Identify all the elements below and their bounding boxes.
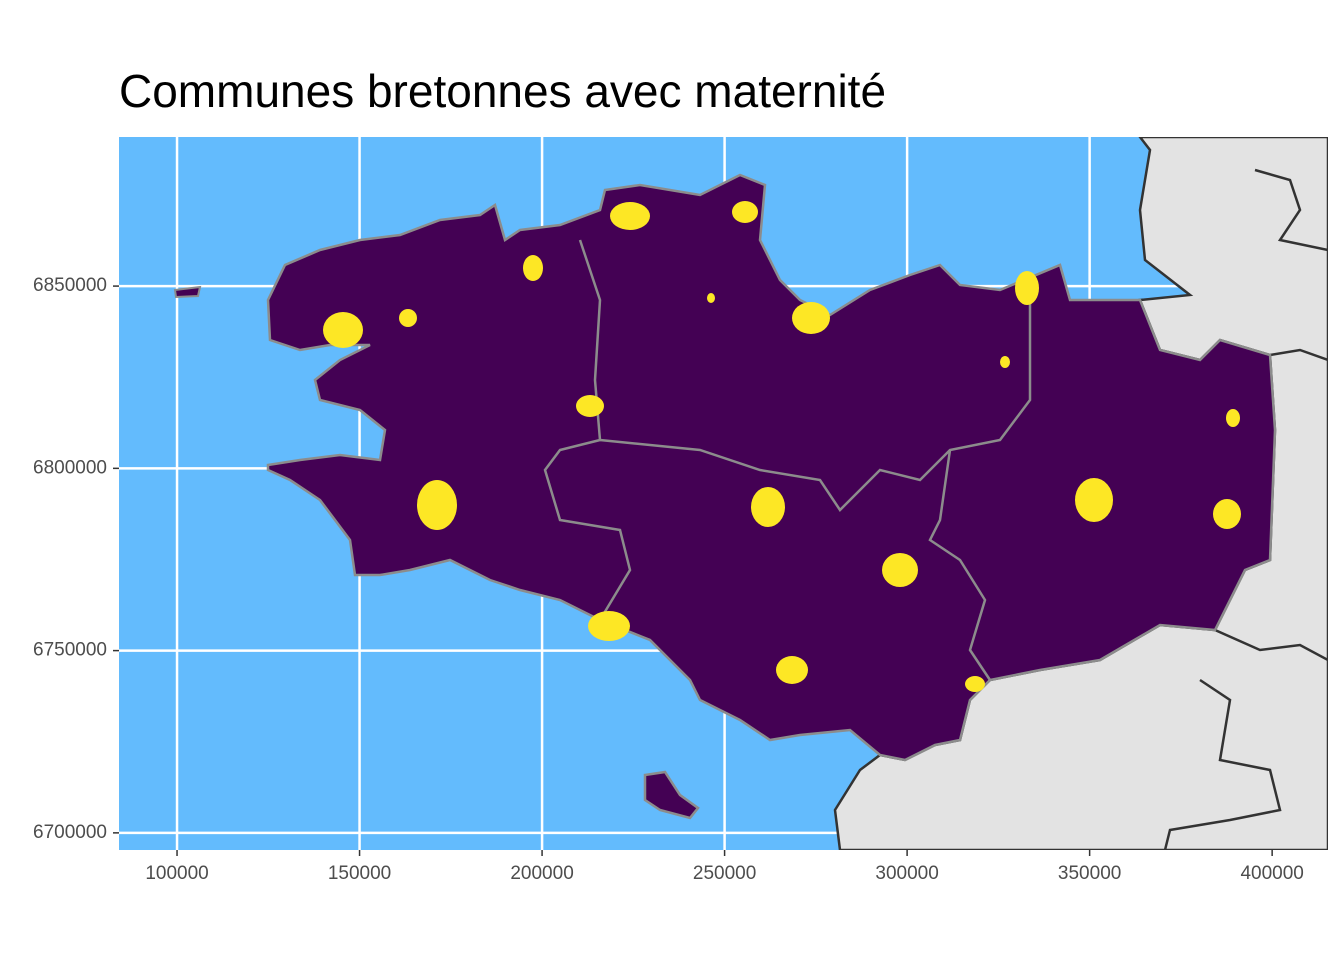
x-tick-label: 350000: [1058, 863, 1121, 884]
map: [173, 137, 1328, 850]
island: [643, 770, 700, 820]
axes: 100000 150000 200000 250000 300000 350000 4000…: [33, 275, 1304, 884]
region-border: [1163, 678, 1282, 850]
x-tick-label: 400000: [1240, 863, 1303, 884]
chart-title: Communes bretonnes avec maternité: [119, 65, 886, 117]
region-border: [1214, 628, 1328, 662]
region-border: [1254, 168, 1328, 252]
y-tick-label: 6750000: [33, 640, 107, 661]
y-tick-label: 6850000: [33, 275, 107, 296]
x-tick-label: 200000: [510, 863, 573, 884]
department-borders: [543, 239, 1032, 681]
x-tick-label: 250000: [693, 863, 756, 884]
brittany: [266, 173, 1277, 762]
y-tick-label: 6800000: [33, 457, 107, 478]
x-tick-label: 300000: [875, 863, 938, 884]
y-tick-label: 6700000: [33, 822, 107, 843]
x-tick-label: 150000: [328, 863, 391, 884]
communes: [323, 201, 1241, 692]
region-border: [1269, 348, 1328, 362]
island: [173, 285, 202, 299]
x-tick-label: 100000: [145, 863, 208, 884]
